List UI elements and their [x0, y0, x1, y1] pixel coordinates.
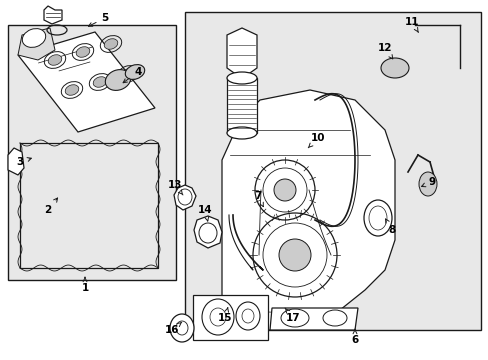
Ellipse shape — [380, 58, 408, 78]
Ellipse shape — [418, 172, 436, 196]
Polygon shape — [18, 32, 155, 132]
Ellipse shape — [279, 239, 310, 271]
Text: 10: 10 — [307, 133, 325, 148]
Ellipse shape — [76, 47, 90, 57]
Text: 6: 6 — [351, 329, 358, 345]
Text: 1: 1 — [81, 277, 88, 293]
Ellipse shape — [105, 69, 130, 90]
Text: 13: 13 — [167, 180, 183, 195]
Text: 12: 12 — [377, 43, 392, 59]
Polygon shape — [18, 28, 55, 60]
Ellipse shape — [104, 39, 118, 49]
Polygon shape — [44, 6, 62, 24]
Text: 9: 9 — [421, 177, 435, 187]
Ellipse shape — [170, 314, 194, 342]
Text: 4: 4 — [123, 67, 142, 83]
Bar — [226, 78, 257, 133]
Text: 17: 17 — [285, 308, 300, 323]
Text: 3: 3 — [16, 157, 31, 167]
Ellipse shape — [125, 64, 144, 80]
Bar — [184, 12, 480, 330]
Polygon shape — [174, 185, 196, 210]
Text: 2: 2 — [44, 198, 58, 215]
Text: 5: 5 — [88, 13, 108, 26]
Polygon shape — [226, 28, 257, 75]
Ellipse shape — [93, 77, 106, 87]
Ellipse shape — [273, 179, 295, 201]
Polygon shape — [8, 148, 24, 175]
Text: 8: 8 — [385, 219, 395, 235]
Ellipse shape — [22, 28, 45, 48]
Text: 7: 7 — [254, 191, 263, 207]
Text: 16: 16 — [164, 322, 182, 335]
Polygon shape — [194, 216, 222, 248]
Ellipse shape — [121, 69, 135, 79]
Ellipse shape — [65, 85, 79, 95]
Bar — [8, 25, 176, 280]
Polygon shape — [222, 90, 394, 330]
Polygon shape — [269, 308, 357, 330]
Text: 11: 11 — [404, 17, 418, 32]
Text: 14: 14 — [197, 205, 212, 221]
Polygon shape — [193, 295, 267, 340]
Ellipse shape — [226, 127, 257, 139]
Text: 15: 15 — [217, 307, 232, 323]
Ellipse shape — [226, 72, 257, 84]
Ellipse shape — [48, 55, 61, 65]
